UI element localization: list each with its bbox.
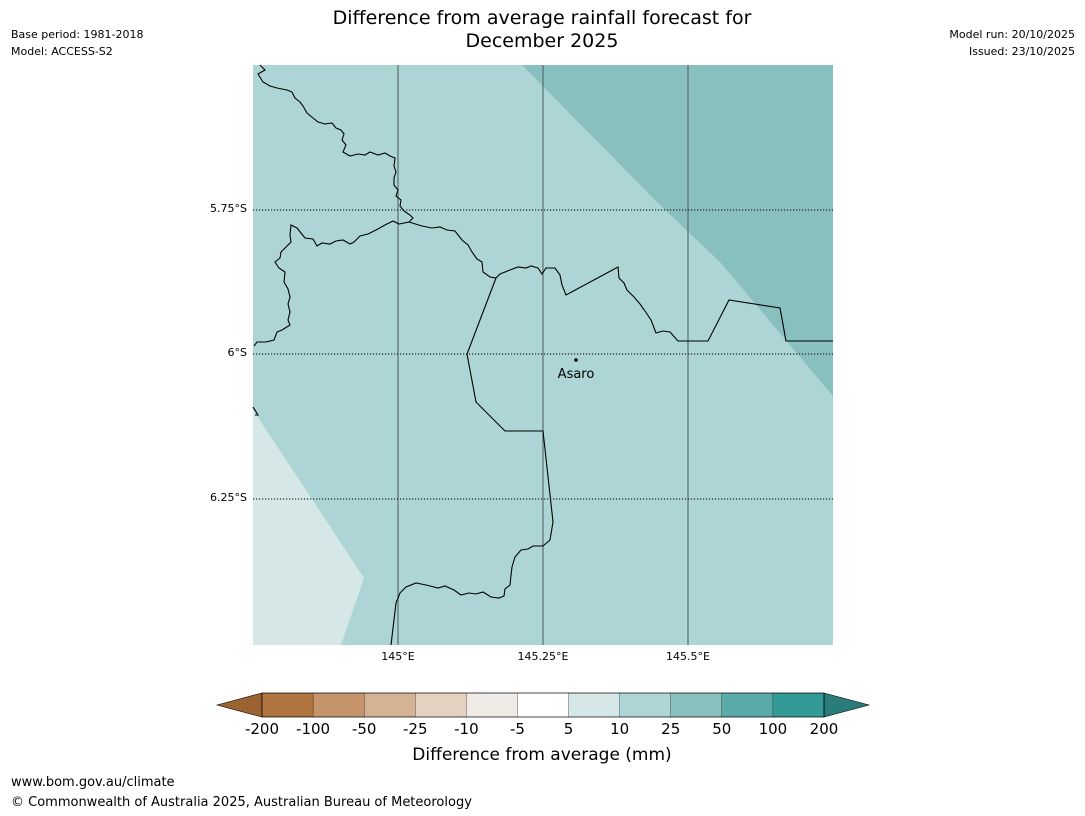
colorbar-segment xyxy=(261,692,314,718)
border-north-west xyxy=(253,64,414,347)
title-line-1: Difference from average rainfall forecas… xyxy=(332,7,752,29)
metadata-right: Model run: 20/10/2025 Issued: 23/10/2025 xyxy=(949,26,1075,60)
asaro-label: Asaro xyxy=(558,367,595,382)
border-south-west-stub xyxy=(252,406,259,416)
border-south-central xyxy=(390,277,554,646)
colorbar-tick-label: -200 xyxy=(244,720,280,738)
colorbar-segment xyxy=(568,692,621,718)
lon-label-145-25: 145.25°E xyxy=(517,650,569,663)
border-north-central xyxy=(408,221,833,342)
colorbar-tick-label: 50 xyxy=(712,720,732,738)
footer-copyright: © Commonwealth of Australia 2025, Austra… xyxy=(11,795,472,810)
colorbar-segment xyxy=(772,692,825,718)
colorbar-tick-label: -5 xyxy=(509,720,525,738)
lat-label-5-75: 5.75°S xyxy=(210,202,247,215)
colorbar-tick-label: 25 xyxy=(661,720,681,738)
colorbar-tick-label: 10 xyxy=(610,720,630,738)
colorbar-tick-label: 200 xyxy=(809,720,839,738)
lat-label-6: 6°S xyxy=(227,346,247,359)
lon-label-145-5: 145.5°E xyxy=(666,650,710,663)
colorbar-segment xyxy=(312,692,365,718)
colorbar-segment xyxy=(466,692,518,718)
colorbar-tick-label: 100 xyxy=(758,720,788,738)
asaro-point xyxy=(574,358,578,362)
colorbar-segment xyxy=(721,692,774,718)
colorbar-extend-high xyxy=(823,692,871,718)
colorbar-tick-label: -50 xyxy=(351,720,377,738)
title-line-2: December 2025 xyxy=(465,30,619,52)
meridian-lines xyxy=(397,65,689,645)
lon-label-145: 145°E xyxy=(381,650,415,663)
colorbar-segment xyxy=(364,692,416,718)
colorbar-tick-label: -25 xyxy=(403,720,428,738)
colorbar-segment xyxy=(517,692,569,718)
legend-title: Difference from average (mm) xyxy=(412,745,672,765)
parallel-lines xyxy=(253,209,833,500)
colorbar-frame xyxy=(261,692,825,718)
band-25-50 xyxy=(522,65,833,396)
lat-label-6-25: 6.25°S xyxy=(210,491,247,504)
model-text: Model: ACCESS-S2 xyxy=(11,45,113,58)
colorbar-segment xyxy=(619,692,672,718)
base-period-text: Base period: 1981-2018 xyxy=(11,28,144,41)
footer-url[interactable]: www.bom.gov.au/climate xyxy=(11,775,175,790)
colorbar-tick-label: -100 xyxy=(296,720,331,738)
band-5-10 xyxy=(253,410,364,645)
colorbar-tick-label: -10 xyxy=(454,720,479,738)
asaro-marker: Asaro xyxy=(558,358,595,382)
colorbar-segment xyxy=(670,692,723,718)
colorbar xyxy=(215,692,871,718)
model-run-text: Model run: 20/10/2025 xyxy=(949,28,1075,41)
issued-text: Issued: 23/10/2025 xyxy=(968,45,1075,58)
colorbar-segment xyxy=(415,692,467,718)
province-borders xyxy=(252,64,833,646)
colorbar-extend-low xyxy=(215,692,263,718)
forecast-map: Asaro xyxy=(252,64,833,646)
page-title: Difference from average rainfall forecas… xyxy=(242,7,842,53)
metadata-left: Base period: 1981-2018 Model: ACCESS-S2 xyxy=(11,26,143,60)
colorbar-tick-label: 5 xyxy=(563,720,574,738)
